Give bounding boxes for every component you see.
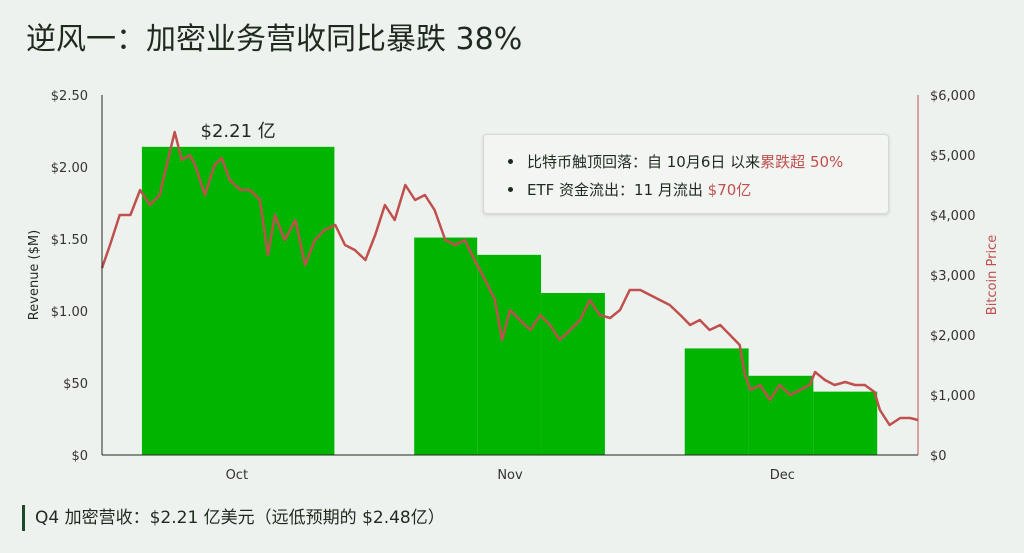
x-tick-label: Oct	[226, 468, 248, 483]
revenue-bar	[414, 237, 478, 455]
bitcoin-price-line	[100, 130, 919, 427]
right-tick-label: $0	[930, 449, 947, 464]
x-tick-label: Nov	[497, 468, 523, 483]
right-tick-label: $2,000	[930, 329, 976, 344]
bar-data-label: $2.21 亿	[201, 121, 276, 142]
annotation-item-bitcoin: 比特币触顶回落：自 10月6日 以来 累跌超 50%	[508, 147, 874, 175]
bullet-icon	[508, 186, 513, 192]
right-tick-label: $1,000	[930, 389, 976, 404]
right-tick-label: $3,000	[930, 269, 976, 284]
annotation-highlight: 累跌超 50%	[760, 152, 844, 171]
left-tick-label: $50	[63, 377, 88, 392]
annotation-highlight: $70亿	[707, 180, 752, 199]
left-tick-label: $2.00	[51, 161, 88, 176]
revenue-bar	[141, 146, 335, 455]
bullet-icon	[508, 158, 513, 164]
left-tick-label: $2.50	[51, 89, 88, 104]
left-tick-label: $1.00	[51, 305, 88, 320]
right-axis-label: Bitcoin Price	[985, 235, 1000, 315]
annotation-item-etf: ETF 资金流出：11 月流出 $70亿	[508, 175, 874, 203]
annotation-text: 比特币触顶回落：自 10月6日 以来	[527, 152, 761, 171]
annotation-box: 比特币触顶回落：自 10月6日 以来 累跌超 50% ETF 资金流出：11 月…	[483, 134, 889, 214]
right-tick-label: $4,000	[930, 209, 976, 224]
revenue-bar	[684, 348, 749, 455]
x-tick-label: Dec	[770, 468, 795, 483]
revenue-bar	[813, 391, 878, 455]
page-title: 逆风一：加密业务营收同比暴跌 38%	[26, 22, 523, 57]
revenue-bar	[541, 293, 605, 455]
right-tick-label: $6,000	[930, 89, 976, 104]
left-axis-label: Revenue ($M)	[27, 230, 42, 320]
left-tick-label: $1.50	[51, 233, 88, 248]
footer-note: Q4 加密营收：$2.21 亿美元（远低预期的 $2.48亿）	[22, 505, 445, 531]
right-tick-label: $5,000	[930, 149, 976, 164]
annotation-text: ETF 资金流出：11 月流出	[527, 180, 708, 199]
left-tick-label: $0	[71, 449, 88, 464]
